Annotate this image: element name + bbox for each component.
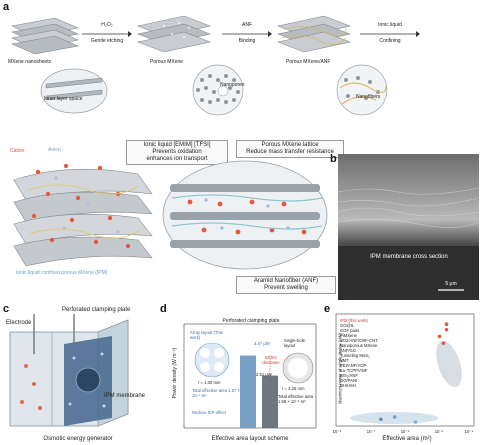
- ipm-cluster-region: [436, 340, 462, 388]
- legend-item: GO/PANI: [340, 378, 358, 383]
- chart-d-xlabel: Effective area layout scheme: [211, 436, 289, 442]
- osmotic-generator-illustration: [9, 314, 129, 427]
- lattice-zoom-circle: [162, 160, 328, 270]
- arrow-1-top: H₂O₂: [101, 22, 113, 28]
- sem-cross-section-image: [337, 154, 480, 300]
- data-point: [413, 420, 418, 424]
- chart-e-xlabel: Effective area (m²): [382, 436, 432, 442]
- bar-value-label: 3.47 μW: [254, 341, 270, 346]
- arrow-2-bottom: Binding: [238, 38, 256, 44]
- nanopores-zoom: [192, 64, 244, 116]
- bar-1: [262, 375, 278, 428]
- data-point: [379, 417, 383, 422]
- panel-d-label: d: [160, 303, 167, 315]
- legend-item: BH/HSH: [340, 383, 356, 388]
- data-point: [392, 415, 397, 419]
- nanofibers-zoom: [336, 64, 388, 116]
- cation-label: Cation: [10, 148, 25, 154]
- arrow-2-top: ANF: [242, 22, 252, 28]
- single-hole-layout-icon: [282, 352, 314, 384]
- left-area-label: Total effective area 1.57 × 10⁻⁶ m²: [192, 388, 240, 398]
- right-radius-label: r = 2.25 mm: [282, 386, 305, 391]
- chart-d: [183, 323, 317, 429]
- legend-item: VMT: [340, 358, 349, 363]
- chart-d-title: Perforated clamping plate: [222, 318, 280, 324]
- chart-e-frame: [335, 313, 475, 427]
- left-note: Reduce ICP effect: [192, 410, 226, 415]
- sem-caption: IPM membrane cross section: [370, 254, 448, 260]
- step-label: Porous MXene/ANF: [286, 59, 331, 65]
- x-tick: 10⁻⁷: [366, 429, 376, 434]
- plate-label: Perforated clamping plate: [62, 307, 131, 313]
- step-label: Porous MXene: [150, 59, 184, 65]
- lattice-line-1: Reduce mass transfer resistance: [246, 149, 334, 155]
- legend-item: GOF pairs: [340, 328, 360, 333]
- array-layout-icon: [194, 342, 230, 378]
- arrow-1-bottom: Gentle etching: [90, 38, 124, 44]
- il-title: Ionic liquid [EMIM] [TFSI]: [143, 142, 211, 148]
- panel-b-label: b: [330, 153, 337, 165]
- lattice-title: Porous MXene lattice: [261, 142, 319, 148]
- arrow-3-top: Ionic liquid: [378, 22, 402, 28]
- sem-scale-bar-label: 5 μm: [445, 281, 457, 287]
- zoom-label-inner-layer: Inner layer space: [44, 96, 83, 102]
- zoom-label-nanopores: Nanopores: [220, 82, 245, 88]
- legend-item: PiMXene: [340, 333, 357, 338]
- legend-item: Cu-TCPP/ANF: [340, 368, 368, 373]
- il-line-1: Prevents oxidation: [152, 149, 202, 155]
- x-tick: 10⁻⁸: [332, 429, 342, 434]
- bar-0: [240, 355, 256, 428]
- x-tick: 10⁻⁵: [434, 429, 444, 434]
- panel-c-label: c: [3, 303, 10, 315]
- x-tick: 10⁻⁶: [400, 429, 410, 434]
- legend-item: IPM (this work): [340, 318, 368, 323]
- lattice-callout: Porous MXene lattice Reduce mass transfe…: [236, 140, 344, 158]
- decrease-annotation: 53.5% decrease: [262, 355, 280, 365]
- data-point: [444, 327, 449, 332]
- porous-mxene-illustration: [136, 15, 212, 53]
- membrane-label: IPM membrane: [104, 393, 146, 399]
- anf-callout: Aramid Nanofiber (ANF) Prevent swelling: [236, 276, 336, 294]
- mxene-nanosheets-illustration: [10, 17, 80, 55]
- anf-line-1: Prevent swelling: [264, 285, 308, 291]
- anion-label: Anion: [48, 147, 61, 153]
- single-layout-label: Single-hole layout: [284, 338, 305, 348]
- panel-a-label: a: [3, 1, 10, 13]
- x-tick: 10⁻⁴: [464, 429, 474, 434]
- array-layout-label: Array layout (This work): [190, 330, 223, 340]
- electrode-label: Electrode: [6, 320, 32, 326]
- chart-e-ylabel: Maximum power of single device (μW): [337, 332, 343, 405]
- legend-item: VO2/ANF/CNF-CNT: [340, 338, 378, 343]
- right-area-label: Total effective area 1.59 × 10⁻⁶ m²: [278, 394, 314, 404]
- chart-d-ylabel: Power density (W m⁻²): [172, 347, 178, 399]
- arrow-right-icon: [222, 31, 272, 37]
- ipm-membrane-illustration: [13, 163, 153, 267]
- anf-title: Aramid Nanofiber (ANF): [253, 278, 319, 284]
- bar-value-label: 2.51 μW: [256, 372, 272, 377]
- ipm-caption: Ionic liquid confined porous MXene (IPM): [16, 270, 108, 276]
- step-label: MXene nanosheets: [8, 59, 52, 65]
- arrow-right-icon: [82, 31, 132, 37]
- data-point: [444, 322, 449, 327]
- data-point: [441, 341, 446, 345]
- ionic-liquid-callout: Ionic liquid [EMIM] [TFSI] Prevents oxid…: [126, 140, 228, 165]
- generator-caption: Osmotic energy generator: [43, 436, 113, 442]
- chart-e: [335, 313, 475, 427]
- legend-item: PEI/ANF/AOP: [340, 363, 367, 368]
- arrow-right-icon: [360, 31, 420, 37]
- legend-item: Nanoporous MXene: [340, 343, 378, 348]
- left-radius-label: r = 1.00 mm: [198, 380, 221, 385]
- porous-mxene-anf-illustration: [276, 15, 352, 53]
- inner-layer-zoom: [40, 68, 108, 114]
- legend-item: WS₂/ANF: [340, 373, 358, 378]
- chart-e-legend: IPM (this work) GO@IL GOF pairs PiMXene …: [340, 318, 404, 388]
- data-point: [437, 334, 442, 339]
- panel-e-label: e: [324, 303, 331, 315]
- legend-item: Tunneling MoS₂: [340, 353, 370, 358]
- il-line-2: enhances ion transport: [146, 156, 208, 162]
- legend-item: GO@IL: [340, 323, 355, 328]
- legend-item: ANF/GO: [340, 348, 357, 353]
- zoom-label-nanofibers: Nanofibers: [356, 94, 381, 100]
- arrow-3-bottom: Confining: [379, 38, 401, 44]
